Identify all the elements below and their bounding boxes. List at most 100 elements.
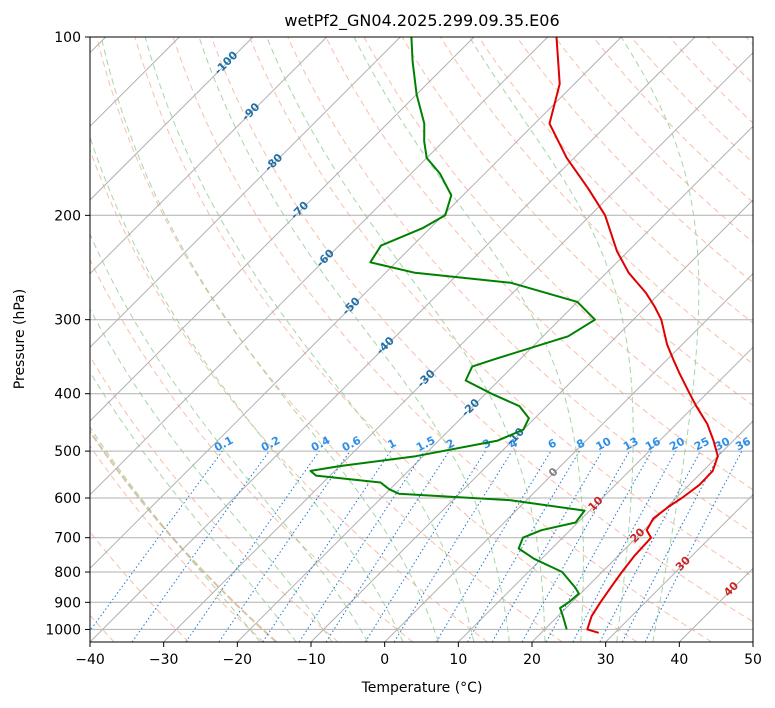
isotherm-40	[678, 567, 753, 642]
mixing-ratio-line-9	[435, 450, 552, 642]
isotherm-label: -60	[314, 246, 337, 269]
x-tick-label: 10	[449, 652, 467, 668]
temperature-line	[548, 37, 719, 634]
y-axis-label: Pressure (hPa)	[12, 289, 28, 389]
dry-adiabat-22	[707, 37, 753, 85]
isotherm--10	[310, 199, 753, 642]
dry-adiabat-23	[745, 37, 753, 46]
isotherm--100	[90, 37, 254, 201]
mixing-ratio-label: 20	[667, 435, 687, 454]
isotherm-30	[605, 493, 753, 642]
dry-adiabat-2	[90, 445, 264, 642]
dry-adiabat-4	[90, 258, 414, 642]
dry-adiabat-15	[439, 37, 753, 365]
mixing-ratio-label: 16	[643, 435, 663, 454]
x-tick-label: −30	[149, 652, 179, 668]
mixing-ratio-line-6	[325, 450, 450, 642]
mixing-ratio-line-2	[185, 450, 320, 642]
y-tick-label: 1000	[45, 622, 81, 638]
mixing-ratio-line-4	[262, 450, 392, 642]
y-tick-label: 200	[54, 208, 81, 224]
isotherm--50	[90, 37, 622, 570]
dry-adiabat-10	[249, 37, 753, 578]
mixing-ratio-line-7	[364, 450, 486, 642]
isotherm-label: 30	[673, 553, 693, 573]
y-tick-label: 600	[54, 491, 81, 507]
plot-frame	[89, 36, 754, 643]
mixing-ratio-line-17	[644, 450, 743, 642]
moist-adiabat-7	[198, 37, 510, 642]
moist-adiabat-6	[144, 37, 475, 642]
x-axis-label: Temperature (°C)	[361, 680, 483, 696]
mixing-ratio-label: 10	[594, 435, 614, 454]
isotherm-label: -50	[340, 294, 363, 317]
heavy-dry-adiabat	[90, 429, 278, 642]
dry-adiabat-8	[172, 37, 712, 642]
mixing-ratio-label: 6	[546, 436, 559, 451]
dry-adiabat-12	[325, 37, 753, 491]
x-tick-label: −10	[296, 652, 326, 668]
isotherm-label: -20	[459, 396, 482, 419]
isotherm-label: -90	[239, 100, 262, 123]
isotherm-label: 0	[546, 465, 561, 480]
mixing-ratio-line-14	[572, 450, 677, 642]
isotherm-label: -70	[288, 198, 311, 221]
isotherm-label: 10	[586, 494, 606, 514]
isotherm-label: -30	[415, 367, 438, 390]
mixing-ratio-label: 25	[692, 435, 712, 454]
moist-adiabat-0	[90, 426, 261, 642]
y-tick-label: 300	[54, 313, 81, 329]
mixing-ratio-line-8	[393, 450, 513, 642]
isotherm--60	[90, 37, 549, 496]
isotherm-0	[384, 272, 753, 642]
mixing-ratio-label: 1	[386, 436, 399, 451]
x-tick-label: 30	[597, 652, 615, 668]
isotherm-label: 40	[721, 579, 741, 599]
moist-adiabat-5	[100, 37, 439, 642]
y-tick-label: 400	[54, 387, 81, 403]
x-tick-label: 0	[380, 652, 389, 668]
dewpoint-line	[309, 37, 596, 630]
mixing-ratio-line-1	[131, 450, 270, 642]
isotherm--90	[90, 37, 328, 275]
x-tick-label: 40	[670, 652, 688, 668]
mixing-ratio-line-3	[218, 450, 351, 642]
isotherm-20	[531, 420, 753, 642]
moist-adiabat-2	[90, 308, 333, 642]
moist-adiabat-1	[90, 370, 297, 642]
mixing-ratio-label: 36	[733, 435, 753, 454]
dry-adiabat-7	[134, 37, 638, 642]
x-tick-label: −40	[75, 652, 105, 668]
mixing-ratio-line-0	[90, 450, 223, 632]
dry-adiabat-21	[669, 37, 753, 124]
moist-adiabat-4	[90, 135, 404, 642]
mixing-ratio-label: 13	[621, 435, 641, 454]
x-tick-label: −20	[223, 652, 253, 668]
isotherm--70	[90, 37, 475, 422]
mixing-ratio-line-5	[298, 450, 425, 642]
isotherm--30	[163, 51, 753, 642]
dry-adiabat-6	[96, 37, 563, 642]
y-tick-label: 500	[54, 444, 81, 460]
moist-adiabat-9	[353, 37, 584, 642]
chart-title: wetPf2_GN04.2025.299.09.35.E06	[284, 11, 559, 31]
axes: −40 −30 −20 −10 0 10 20 30 40 5010020030040050060…	[45, 30, 762, 668]
dry-adiabat-11	[287, 37, 753, 534]
isotherm-50	[752, 641, 753, 642]
y-tick-label: 800	[54, 565, 81, 581]
isotherm-label: 20	[628, 525, 648, 545]
dry-adiabat-9	[210, 37, 753, 623]
plot-area: 0.1 0.2 0.4 0.6 1 1.5 2 3 4 6 8 10 13 16 20 25 30 36-100-…	[90, 37, 753, 642]
x-tick-label: 50	[744, 652, 762, 668]
moist-adiabat-8	[266, 37, 546, 642]
isotherm--40	[90, 37, 696, 642]
isotherm-10	[457, 346, 753, 642]
mixing-ratio-label: 30	[713, 435, 733, 454]
dry-adiabat-1	[90, 531, 190, 642]
y-tick-label: 100	[54, 30, 81, 46]
mixing-ratio-line-15	[599, 450, 701, 642]
dry-adiabat-5	[90, 148, 488, 642]
isotherm--20	[236, 125, 753, 642]
isotherm--80	[90, 37, 401, 349]
